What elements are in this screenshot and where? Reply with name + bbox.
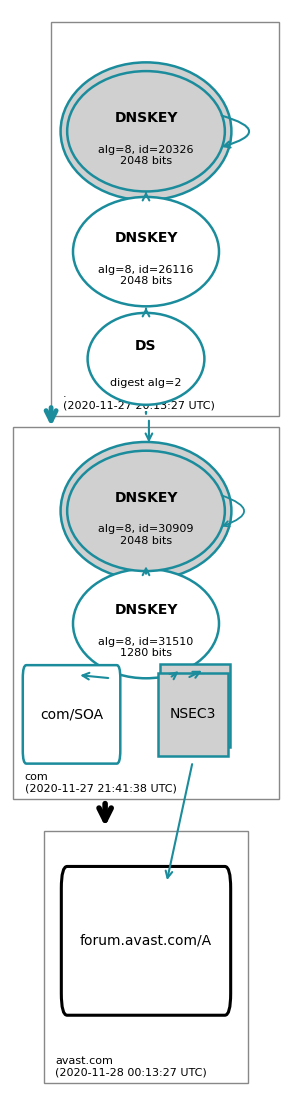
Ellipse shape	[73, 197, 219, 306]
Text: DNSKEY: DNSKEY	[114, 232, 178, 245]
FancyBboxPatch shape	[23, 665, 120, 764]
Text: DNSKEY: DNSKEY	[114, 112, 178, 125]
FancyBboxPatch shape	[44, 831, 248, 1083]
Ellipse shape	[73, 569, 219, 678]
FancyBboxPatch shape	[13, 427, 279, 799]
Text: .
(2020-11-27 20:13:27 UTC): . (2020-11-27 20:13:27 UTC)	[63, 388, 215, 410]
Ellipse shape	[60, 62, 232, 200]
FancyBboxPatch shape	[160, 664, 230, 747]
Text: alg=8, id=26116
2048 bits: alg=8, id=26116 2048 bits	[98, 265, 194, 287]
Ellipse shape	[60, 442, 232, 580]
Text: DNSKEY: DNSKEY	[114, 604, 178, 617]
Ellipse shape	[67, 451, 225, 571]
FancyBboxPatch shape	[51, 22, 279, 416]
Text: com/SOA: com/SOA	[40, 708, 103, 721]
FancyArrowPatch shape	[222, 496, 244, 526]
Text: alg=8, id=20326
2048 bits: alg=8, id=20326 2048 bits	[98, 144, 194, 166]
FancyArrowPatch shape	[222, 116, 249, 148]
FancyBboxPatch shape	[61, 866, 231, 1015]
Text: DNSKEY: DNSKEY	[114, 491, 178, 504]
Text: com
(2020-11-27 21:41:38 UTC): com (2020-11-27 21:41:38 UTC)	[25, 771, 177, 793]
Text: DS: DS	[135, 339, 157, 352]
FancyBboxPatch shape	[158, 673, 228, 756]
Ellipse shape	[67, 71, 225, 191]
Text: avast.com
(2020-11-28 00:13:27 UTC): avast.com (2020-11-28 00:13:27 UTC)	[55, 1056, 207, 1078]
Text: forum.avast.com/A: forum.avast.com/A	[80, 934, 212, 947]
Ellipse shape	[88, 313, 204, 405]
Text: alg=8, id=30909
2048 bits: alg=8, id=30909 2048 bits	[98, 524, 194, 546]
Text: digest alg=2: digest alg=2	[110, 377, 182, 388]
Text: alg=8, id=31510
1280 bits: alg=8, id=31510 1280 bits	[98, 637, 194, 659]
Text: NSEC3: NSEC3	[170, 708, 216, 721]
